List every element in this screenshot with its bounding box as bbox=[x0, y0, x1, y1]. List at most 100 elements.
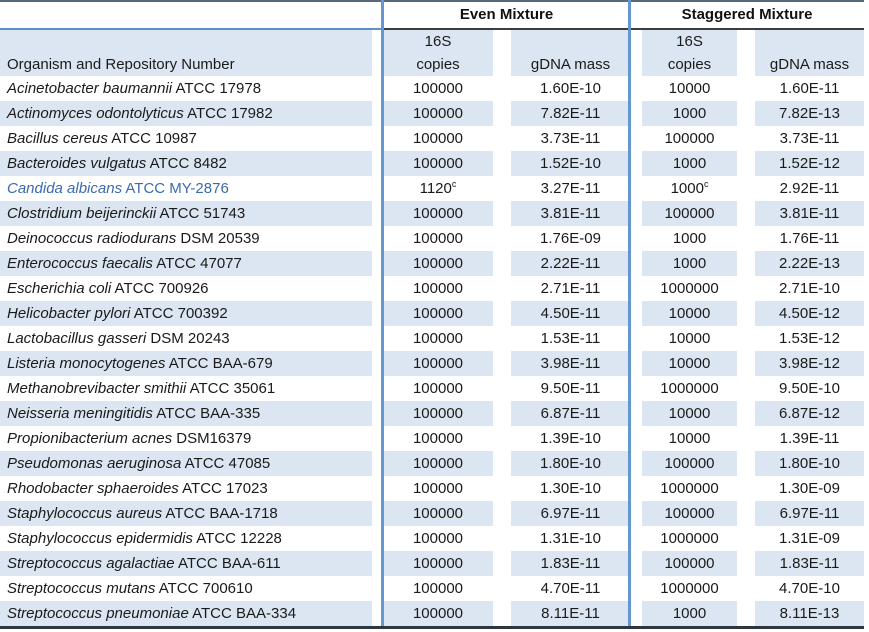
even-16s-copies-cell: 100000 bbox=[383, 201, 493, 226]
repository-number: ATCC 700392 bbox=[130, 305, 228, 322]
spacer-cell bbox=[737, 576, 755, 601]
staggered-gdna-mass-cell: 4.70E-10 bbox=[779, 580, 840, 597]
even-16s-copies-cell: 100000 bbox=[412, 330, 464, 347]
organism-name: Acinetobacter baumannii bbox=[7, 80, 173, 97]
table-row: Helicobacter pylori ATCC 700392 100000 4… bbox=[0, 301, 864, 326]
group-header-row: Even Mixture Staggered Mixture bbox=[0, 0, 864, 30]
even-gdna-mass-cell: 4.50E-11 bbox=[511, 301, 630, 326]
staggered-gdna-mass-cell: 1.53E-12 bbox=[779, 330, 840, 347]
spacer-cell bbox=[630, 176, 642, 201]
even-16s-copies-cell: 100000 bbox=[383, 251, 493, 276]
organism-name: Staphylococcus aureus bbox=[7, 505, 163, 522]
staggered-16s-copies-cell: 100000 bbox=[664, 130, 715, 147]
staggered-gdna-mass-cell: 1.83E-11 bbox=[755, 551, 864, 576]
organism-name: Streptococcus mutans bbox=[7, 580, 156, 597]
organism-cell: Methanobrevibacter smithii ATCC 35061 bbox=[0, 376, 372, 401]
table-row: Staphylococcus aureus ATCC BAA-1718 1000… bbox=[0, 501, 864, 526]
staggered-16s-copies-cell: 1000000 bbox=[660, 480, 719, 497]
even-gdna-mass-cell: 1.83E-11 bbox=[511, 551, 630, 576]
spacer-cell bbox=[493, 126, 511, 151]
spacer-cell bbox=[493, 101, 511, 126]
organism-cell: Acinetobacter baumannii ATCC 17978 bbox=[0, 76, 372, 101]
staggered-16s-copies-cell: 100000 bbox=[642, 451, 737, 476]
spacer-cell bbox=[493, 351, 511, 376]
repository-number: ATCC 10987 bbox=[107, 130, 197, 147]
spacer-cell bbox=[630, 601, 642, 626]
repository-number: ATCC MY-2876 bbox=[122, 180, 229, 197]
staggered-gdna-mass-cell: 6.87E-12 bbox=[755, 401, 864, 426]
organism-cell: Propionibacterium acnes DSM16379 bbox=[0, 426, 372, 451]
staggered-gdna-mass-cell: 1.76E-11 bbox=[779, 230, 840, 247]
organism-name: Bacteroides vulgatus bbox=[7, 155, 147, 172]
spacer-cell bbox=[493, 526, 511, 551]
staggered-gdna-mass-cell: 2.71E-10 bbox=[779, 280, 840, 297]
even-gdna-mass-cell: 1.39E-10 bbox=[540, 430, 601, 447]
staggered-gdna-mass-cell: 1.31E-09 bbox=[779, 530, 840, 547]
organism-name: Neisseria meningitidis bbox=[7, 405, 153, 422]
spacer-cell bbox=[630, 451, 642, 476]
spacer-cell bbox=[737, 251, 755, 276]
table-body: Acinetobacter baumannii ATCC 17978 10000… bbox=[0, 76, 864, 626]
spacer-cell bbox=[737, 276, 755, 301]
staggered-gdna-mass-cell: 2.22E-13 bbox=[755, 251, 864, 276]
even-16s-header: 16S bbox=[383, 30, 493, 53]
spacer-cell bbox=[493, 53, 511, 76]
even-gdna-mass-cell: 8.11E-11 bbox=[511, 601, 630, 626]
even-gdna-mass-cell: 1.80E-10 bbox=[511, 451, 630, 476]
even-16s-copies-cell: 100000 bbox=[383, 601, 493, 626]
staggered-gdna-mass-cell: 7.82E-13 bbox=[755, 101, 864, 126]
spacer-cell bbox=[493, 251, 511, 276]
spacer-cell bbox=[493, 501, 511, 526]
organism-cell: Lactobacillus gasseri DSM 20243 bbox=[0, 326, 372, 351]
spacer-cell bbox=[737, 601, 755, 626]
organism-name: Bacillus cereus bbox=[7, 130, 108, 147]
organism-name: Streptococcus agalactiae bbox=[7, 555, 175, 572]
table-row: Neisseria meningitidis ATCC BAA-335 1000… bbox=[0, 401, 864, 426]
staggered-gdna-mass-cell: 1.30E-09 bbox=[779, 480, 840, 497]
organism-cell: Candida albicans ATCC MY-2876 bbox=[0, 176, 372, 201]
repository-number: DSM16379 bbox=[172, 430, 252, 447]
staggered-16s-copies-cell: 1000000 bbox=[660, 530, 719, 547]
spacer-cell bbox=[737, 376, 755, 401]
organism-cell: Clostridium beijerinckii ATCC 51743 bbox=[0, 201, 372, 226]
even-gdna-mass-cell: 3.81E-11 bbox=[511, 201, 630, 226]
staggered-16s-copies-cell: 100000 bbox=[642, 201, 737, 226]
repository-number: ATCC BAA-1718 bbox=[162, 505, 278, 522]
staggered-gdna-mass-cell: 1.39E-11 bbox=[779, 430, 840, 447]
spacer-cell bbox=[630, 226, 642, 251]
spacer-cell bbox=[493, 151, 511, 176]
spacer-cell bbox=[493, 551, 511, 576]
subheader-row: Organism and Repository Number copies gD… bbox=[0, 53, 864, 76]
staggered-16s-copies-cell: 10000 bbox=[642, 401, 737, 426]
even-16s-copies-cell: 100000 bbox=[383, 501, 493, 526]
repository-number: ATCC 17982 bbox=[183, 105, 273, 122]
organism-name: Listeria monocytogenes bbox=[7, 355, 166, 372]
staggered-16s-copies-cell: 1000000 bbox=[660, 380, 719, 397]
spacer-cell bbox=[493, 226, 511, 251]
even-gdna-mass-cell: 6.87E-11 bbox=[511, 401, 630, 426]
even-16s-copies-cell: 100000 bbox=[383, 351, 493, 376]
staggered-gdna-mass-cell: 1.60E-11 bbox=[779, 80, 840, 97]
even-gdna-mass-cell: 1.53E-11 bbox=[540, 330, 601, 347]
repository-number: ATCC BAA-335 bbox=[152, 405, 261, 422]
staggered-16s-copies-cell: 10000 bbox=[668, 80, 711, 97]
repository-number: ATCC 700926 bbox=[111, 280, 209, 297]
spacer-cell bbox=[737, 351, 755, 376]
even-16s-copies-cell: 100000 bbox=[412, 130, 464, 147]
organism-cell: Pseudomonas aeruginosa ATCC 47085 bbox=[0, 451, 372, 476]
organism-column-header: Organism and Repository Number bbox=[0, 53, 372, 76]
even-16s-copies-cell: 100000 bbox=[412, 530, 464, 547]
even-16s-copies-cell: 100000 bbox=[412, 380, 464, 397]
organism-cell: Rhodobacter sphaeroides ATCC 17023 bbox=[0, 476, 372, 501]
footnote-marker: c bbox=[703, 179, 709, 189]
spacer-cell bbox=[493, 76, 511, 101]
spacer-cell bbox=[493, 476, 511, 501]
spacer-cell bbox=[630, 76, 642, 101]
staggered-16s-copies-cell: 10000 bbox=[668, 430, 711, 447]
table-row: Actinomyces odontolyticus ATCC 17982 100… bbox=[0, 101, 864, 126]
table-row: Streptococcus pneumoniae ATCC BAA-334 10… bbox=[0, 601, 864, 626]
organism-name: Candida albicans bbox=[7, 180, 123, 197]
spacer-cell bbox=[630, 30, 642, 53]
staggered-copies-header: copies bbox=[642, 53, 737, 76]
repository-number: ATCC 47085 bbox=[181, 455, 271, 472]
